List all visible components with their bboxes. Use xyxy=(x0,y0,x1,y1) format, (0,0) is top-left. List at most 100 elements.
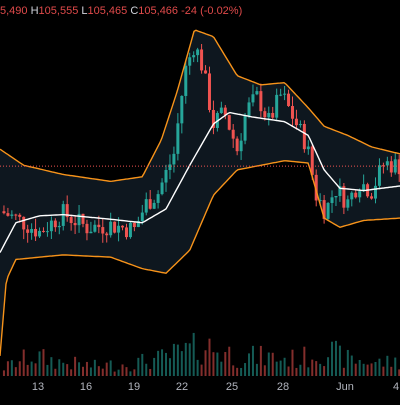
candle xyxy=(310,144,314,180)
volume-bar xyxy=(62,362,65,376)
bollinger-fill xyxy=(0,30,400,356)
candle-body xyxy=(334,195,338,198)
volume-bar xyxy=(58,359,61,376)
candle-body xyxy=(132,222,136,228)
volume-bar xyxy=(216,352,219,376)
candle xyxy=(298,120,302,128)
candle-body xyxy=(267,112,271,118)
candle-body xyxy=(318,200,322,202)
candle-body xyxy=(200,49,204,71)
candle-body xyxy=(18,214,22,217)
volume-bar xyxy=(382,366,385,376)
candle-body xyxy=(370,196,374,199)
volume-bar xyxy=(350,355,353,376)
volume-bar xyxy=(176,344,179,376)
candle xyxy=(373,177,377,204)
candle-body xyxy=(279,94,283,96)
candle-body xyxy=(180,95,184,124)
candle-body xyxy=(148,199,152,209)
volume-bar xyxy=(113,371,116,376)
candle-body xyxy=(81,213,85,224)
bollinger-upper-band xyxy=(0,29,400,183)
volume-bar xyxy=(101,368,104,376)
volume-bar xyxy=(295,367,298,376)
volume-bar xyxy=(105,362,108,376)
volume-bar xyxy=(240,367,243,376)
candle-body xyxy=(156,194,160,203)
bollinger-basis-line xyxy=(0,111,400,253)
volume-bar xyxy=(149,368,152,376)
candle xyxy=(211,100,215,135)
candle-body xyxy=(144,199,148,213)
candle-body xyxy=(184,65,188,96)
candle-body xyxy=(196,49,200,56)
candle-body xyxy=(239,140,243,152)
volume-bar xyxy=(42,349,45,376)
volume-bar xyxy=(394,357,397,376)
candle xyxy=(330,190,334,213)
volume-bar xyxy=(334,340,337,376)
candle-body xyxy=(393,159,397,173)
candle-body xyxy=(113,221,117,233)
volume-bar xyxy=(346,349,349,376)
candle xyxy=(393,152,397,175)
candle xyxy=(105,231,109,243)
volume-bar xyxy=(153,357,156,376)
volume-bar xyxy=(121,364,124,376)
candle-body xyxy=(49,220,53,232)
candle xyxy=(204,65,208,74)
ohlc-legend: 5,490 H105,555 L105,465 C105,466 -24 (-0… xyxy=(0,4,242,18)
volume-bar xyxy=(386,355,389,376)
candle xyxy=(128,221,132,239)
volume-bar xyxy=(145,363,148,376)
volume-bar xyxy=(338,345,341,376)
candle xyxy=(192,51,196,63)
volume-bar xyxy=(244,363,247,376)
volume-bar xyxy=(141,353,144,376)
volume-bar xyxy=(323,366,326,376)
candle-body xyxy=(373,185,377,199)
volume-bar xyxy=(109,360,112,376)
volume-bar xyxy=(18,361,21,376)
candle-body xyxy=(69,217,73,223)
candle xyxy=(180,95,184,134)
legend-low-value: 105,465 xyxy=(87,5,128,17)
candle-body xyxy=(204,70,208,74)
candle xyxy=(156,190,160,209)
volume-bar xyxy=(267,352,270,376)
candle-body xyxy=(243,115,247,141)
volume-bar xyxy=(50,357,53,376)
volume-bar xyxy=(14,367,17,376)
candle xyxy=(290,96,294,127)
volume-bar xyxy=(129,371,132,376)
candle-body xyxy=(128,222,132,238)
volume-bar xyxy=(89,367,92,376)
volume-bar xyxy=(168,358,171,376)
candle xyxy=(207,66,211,113)
candle xyxy=(377,158,381,190)
volume-bar xyxy=(74,356,77,376)
volume-bar xyxy=(228,346,231,376)
candle-body xyxy=(164,169,168,183)
candle xyxy=(101,218,105,243)
volume-bar xyxy=(70,369,73,376)
x-tick-label: 22 xyxy=(175,381,189,393)
candle-body xyxy=(322,200,326,219)
volume-bar xyxy=(259,345,262,376)
candle-body xyxy=(2,211,6,214)
candle xyxy=(287,89,291,107)
candle xyxy=(10,210,14,219)
volume-bar xyxy=(232,365,235,376)
candle-body xyxy=(231,129,235,139)
candle xyxy=(196,47,200,63)
time-axis[interactable]: 13 16 19 22 25 28 Jun 4 xyxy=(0,378,400,394)
candle xyxy=(385,156,389,171)
candle-body xyxy=(326,203,330,219)
volume-bar xyxy=(311,359,314,376)
volume-bar xyxy=(78,362,81,376)
candle-body xyxy=(330,197,334,204)
candle xyxy=(109,212,113,238)
volume-bar xyxy=(26,364,29,376)
